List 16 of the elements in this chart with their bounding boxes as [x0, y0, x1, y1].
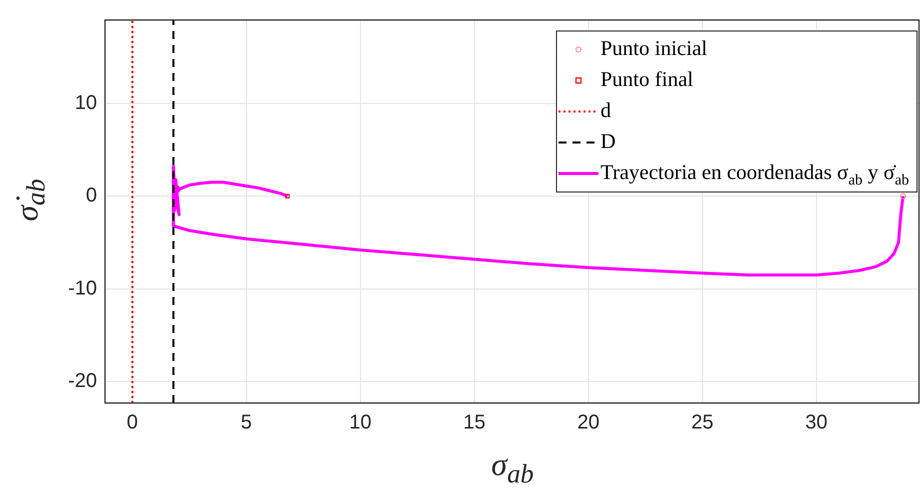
legend-label: d	[600, 98, 612, 122]
x-tick-label: 20	[577, 412, 600, 434]
y-tick-label: -20	[68, 370, 97, 392]
legend-label: Punto final	[600, 67, 694, 92]
legend-label: Punto inicial	[600, 36, 708, 60]
x-axis-title: σ$_{ab}$	[490, 446, 535, 490]
x-tick-label: 10	[349, 412, 372, 434]
x-tick-label: 0	[126, 412, 138, 434]
x-tick-label: 15	[463, 412, 486, 434]
y-tick-label: 0	[86, 184, 97, 207]
y-tick-label: -10	[68, 277, 97, 300]
x-tick-label: 25	[691, 412, 714, 434]
legend-label: D	[600, 129, 616, 154]
y-tick-label: 10	[74, 92, 97, 114]
x-tick-label: 5	[240, 412, 252, 434]
x-tick-label: 30	[805, 412, 828, 434]
